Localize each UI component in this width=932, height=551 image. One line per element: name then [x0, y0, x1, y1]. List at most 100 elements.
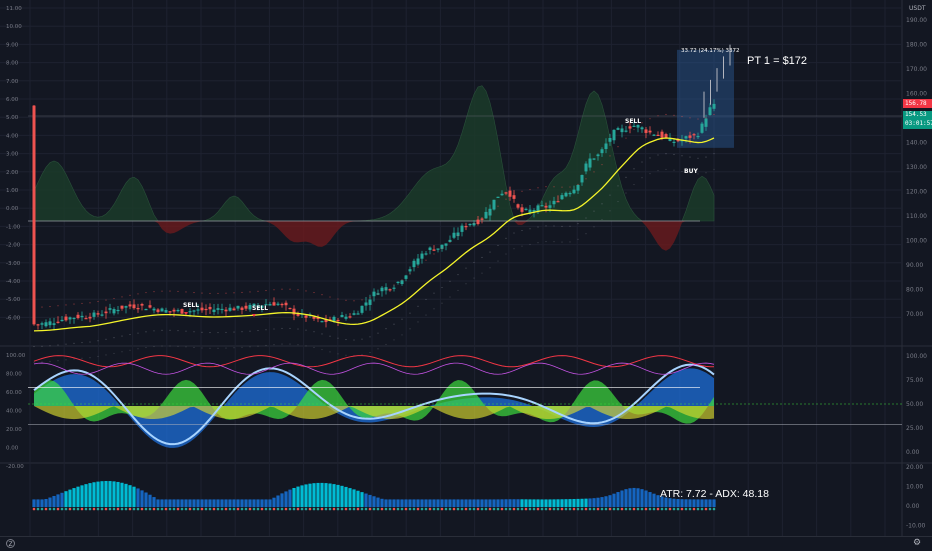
- histogram-bar: [532, 499, 536, 508]
- candle-body: [36, 324, 40, 326]
- histogram-bar: [88, 483, 92, 508]
- band-dot: [505, 198, 507, 200]
- candle-body: [188, 311, 192, 313]
- histogram-dot: [620, 507, 624, 511]
- sell-signal-2: SELL: [252, 305, 269, 312]
- histogram-dot: [200, 507, 204, 511]
- histogram-bar: [480, 499, 484, 508]
- band-dot: [649, 118, 651, 120]
- candle-body: [468, 223, 472, 226]
- histogram-bar: [412, 499, 416, 508]
- band-dot: [641, 177, 643, 179]
- histogram-dot: [156, 507, 160, 511]
- band-dot: [657, 154, 659, 156]
- band-dot: [369, 336, 371, 338]
- candle-body: [192, 310, 196, 312]
- band-dot: [113, 337, 115, 339]
- band-dot: [161, 345, 163, 347]
- band-dot: [513, 232, 515, 234]
- band-dot: [217, 292, 219, 294]
- histogram-bar: [184, 499, 188, 508]
- band-dot: [49, 306, 51, 308]
- histogram-dot: [712, 507, 716, 511]
- histogram-dot: [584, 507, 588, 511]
- band-dot: [49, 345, 51, 347]
- candle-body: [512, 195, 516, 199]
- left-axis-label: 7.00: [6, 79, 19, 85]
- candle-body: [624, 130, 628, 132]
- osc-left-label: 60.00: [6, 390, 22, 396]
- histogram-bar: [80, 485, 84, 508]
- histogram-bar: [464, 499, 468, 508]
- histogram-bar: [600, 497, 604, 508]
- hist-right-label: 20.00: [906, 464, 923, 471]
- band-dot: [65, 359, 67, 361]
- histogram-dot: [568, 507, 572, 511]
- histogram-dot: [444, 507, 448, 511]
- histogram-dot: [208, 507, 212, 511]
- candle-body: [168, 311, 172, 313]
- histogram-bar: [136, 488, 140, 508]
- histogram-bar: [552, 499, 556, 508]
- osc-left-label: 0.00: [6, 446, 19, 452]
- histogram-bar: [64, 491, 68, 508]
- histogram-bar: [668, 498, 672, 508]
- histogram-bar: [52, 495, 56, 508]
- histogram-bar: [260, 499, 264, 508]
- histogram-dot: [332, 507, 336, 511]
- candle-body: [212, 309, 216, 312]
- histogram-dot: [68, 507, 72, 511]
- candle-body: [132, 304, 136, 309]
- candle-body: [72, 317, 76, 320]
- candle-body: [52, 323, 56, 325]
- z-logo-icon[interactable]: Z: [6, 539, 15, 548]
- sell-signal-1: SELL: [183, 302, 200, 309]
- candle-body: [592, 158, 596, 160]
- candle-body: [100, 314, 104, 316]
- band-dot: [361, 338, 363, 340]
- histogram-bar: [164, 499, 168, 508]
- histogram-dot: [308, 507, 312, 511]
- candle-body: [660, 131, 664, 138]
- histogram-bar: [524, 499, 528, 508]
- band-dot: [673, 169, 675, 171]
- candle-body: [344, 316, 348, 319]
- histogram-bar: [660, 496, 664, 508]
- band-dot: [449, 296, 451, 298]
- histogram-bar: [436, 499, 440, 508]
- band-dot: [497, 260, 499, 262]
- histogram-dot: [468, 507, 472, 511]
- histogram-dot: [532, 507, 536, 511]
- candle-body: [580, 174, 584, 183]
- histogram-bar: [336, 484, 340, 508]
- candle-body: [652, 134, 656, 136]
- price-axis-label: 170.00: [906, 66, 927, 73]
- gear-icon[interactable]: ⚙: [913, 538, 922, 548]
- band-dot: [569, 225, 571, 227]
- band-dot: [649, 157, 651, 159]
- histogram-dot: [460, 507, 464, 511]
- histogram-dot: [344, 507, 348, 511]
- band-dot: [201, 331, 203, 333]
- candle-body: [392, 287, 396, 289]
- band-dot: [121, 351, 123, 353]
- histogram-dot: [464, 507, 468, 511]
- band-dot: [713, 168, 715, 170]
- histogram-dot: [128, 507, 132, 511]
- histogram-dot: [280, 507, 284, 511]
- band-dot: [713, 113, 715, 116]
- band-dot: [145, 292, 147, 294]
- band-dot: [369, 352, 371, 354]
- candle-body: [360, 305, 364, 313]
- band-dot: [129, 349, 131, 351]
- histogram-bar: [408, 499, 412, 508]
- candle-body: [204, 308, 208, 311]
- histogram-bar: [312, 483, 316, 508]
- band-dot: [705, 172, 707, 174]
- histogram-dot: [272, 507, 276, 511]
- histogram-bar: [680, 499, 684, 508]
- histogram-bar: [180, 499, 184, 508]
- band-dot: [473, 261, 475, 263]
- histogram-dot: [96, 507, 100, 511]
